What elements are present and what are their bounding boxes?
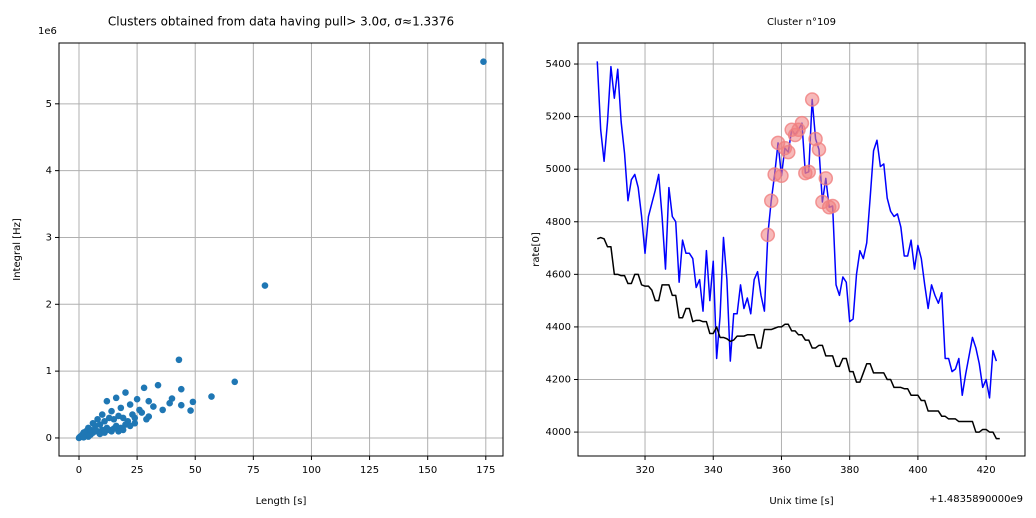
scatter-point bbox=[177, 401, 185, 409]
highlight-marker bbox=[760, 227, 776, 243]
y-tick-label: 4800 bbox=[546, 217, 571, 228]
highlight-marker bbox=[763, 193, 779, 208]
x-offset-label: +1.4835890000e9 bbox=[929, 494, 1023, 505]
scatter-point bbox=[103, 397, 111, 405]
scatter-point bbox=[140, 384, 148, 392]
scatter-point bbox=[175, 356, 183, 364]
y-tick-label: 0 bbox=[46, 433, 52, 444]
axes-frame bbox=[58, 42, 504, 457]
scatter-point bbox=[187, 407, 194, 414]
y-tick-label: 4200 bbox=[546, 374, 571, 385]
data-line bbox=[597, 236, 1000, 440]
scatter-point bbox=[96, 421, 104, 428]
x-tick-label: 75 bbox=[247, 465, 260, 476]
highlight-marker bbox=[781, 144, 796, 160]
scatter-point bbox=[94, 415, 101, 423]
subplot: 320 340 360 380 400 420 4000 4200 4400 4600 4800 50… bbox=[531, 17, 1026, 507]
x-tick-label: 0 bbox=[76, 465, 82, 476]
scatter-point bbox=[110, 415, 118, 423]
plot-background bbox=[59, 43, 503, 456]
scatter-point bbox=[129, 411, 136, 418]
scatter-point bbox=[231, 378, 239, 386]
scatter-point bbox=[126, 422, 134, 430]
scatter-point bbox=[150, 403, 157, 410]
highlight-marker bbox=[825, 198, 840, 214]
scatter-point bbox=[112, 394, 120, 402]
x-tick-label: 360 bbox=[772, 465, 791, 476]
highlight-marker bbox=[818, 171, 834, 186]
highlight-marker bbox=[774, 168, 789, 184]
y-tick-label: 4 bbox=[46, 166, 52, 177]
y-axis-label: rate[0] bbox=[531, 232, 542, 267]
x-tick-label: 320 bbox=[635, 465, 654, 476]
scatter-point bbox=[154, 381, 162, 389]
scatter-point bbox=[126, 401, 134, 408]
x-tick-label: 150 bbox=[418, 465, 437, 476]
scatter-point bbox=[189, 398, 197, 406]
scatter-point bbox=[108, 407, 115, 415]
y-tick-label: 1 bbox=[46, 366, 52, 377]
x-tick-label: 125 bbox=[360, 465, 379, 476]
y-tick-label: 4600 bbox=[546, 269, 571, 280]
x-tick-label: 50 bbox=[189, 465, 202, 476]
highlight-marker bbox=[794, 115, 810, 131]
x-tick-label: 400 bbox=[908, 465, 927, 476]
y-tick-label: 4000 bbox=[546, 427, 571, 438]
scatter-point bbox=[122, 389, 129, 396]
scatter-point bbox=[261, 282, 269, 289]
y-tick-label: 3 bbox=[46, 232, 52, 243]
plot-background bbox=[578, 43, 1025, 456]
scatter-point bbox=[159, 406, 166, 414]
x-tick-label: 175 bbox=[476, 465, 495, 476]
scatter-point bbox=[80, 433, 87, 441]
y-tick-label: 2 bbox=[46, 299, 52, 310]
x-tick-label: 380 bbox=[840, 465, 859, 476]
x-tick-label: 100 bbox=[302, 465, 321, 476]
y-tick-label: 5400 bbox=[546, 59, 571, 70]
highlight-marker bbox=[811, 142, 827, 157]
y-tick-label: 4400 bbox=[546, 322, 571, 333]
x-axis-label: Unix time [s] bbox=[769, 496, 833, 507]
scatter-point bbox=[143, 415, 150, 423]
plot-area bbox=[596, 61, 1000, 440]
chart-title: Clusters obtained from data having pull>… bbox=[108, 15, 454, 29]
scatter-point bbox=[145, 397, 153, 405]
y-tick-label: 5000 bbox=[546, 164, 571, 175]
x-tick-label: 340 bbox=[704, 465, 723, 476]
axes-frame bbox=[577, 42, 1026, 457]
highlight-marker bbox=[804, 92, 820, 107]
scatter-point bbox=[480, 58, 487, 66]
scatter-point bbox=[119, 414, 127, 422]
x-axis-label: Length [s] bbox=[256, 496, 307, 507]
y-tick-label: 5 bbox=[46, 99, 52, 110]
x-tick-label: 25 bbox=[131, 465, 144, 476]
highlight-marker bbox=[801, 164, 816, 180]
plot-area bbox=[75, 58, 487, 442]
scatter-point bbox=[136, 406, 143, 414]
scatter-point bbox=[133, 395, 141, 403]
chart-title: Cluster n°109 bbox=[767, 17, 836, 28]
scatter-point bbox=[166, 399, 173, 407]
subplot: 0 25 50 75 100 125 150 175 0 1 2 3 4 5 Clusters obtain… bbox=[12, 15, 504, 507]
scatter-point bbox=[208, 393, 215, 400]
x-tick-label: 420 bbox=[977, 465, 996, 476]
scatter-point bbox=[101, 417, 108, 425]
scatter-point bbox=[177, 385, 185, 393]
y-offset-label: 1e6 bbox=[38, 26, 57, 37]
scatter-point bbox=[98, 411, 106, 418]
scatter-point bbox=[117, 404, 125, 412]
y-tick-label: 5200 bbox=[546, 112, 571, 123]
y-axis-label: Integral [Hz] bbox=[12, 218, 23, 281]
scatter-point bbox=[115, 427, 122, 435]
